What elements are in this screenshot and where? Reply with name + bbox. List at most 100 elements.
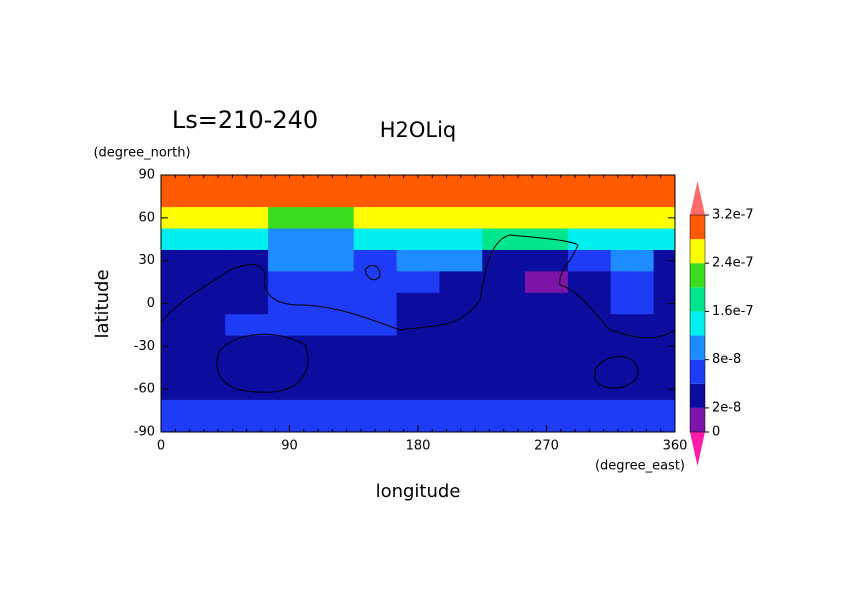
field-cell — [396, 249, 440, 272]
field-cell — [268, 314, 312, 337]
field-cell — [653, 314, 675, 337]
colorbar-under — [690, 432, 705, 466]
field-cell — [525, 378, 569, 401]
field-cell — [653, 207, 675, 230]
field-cell — [525, 249, 569, 272]
field-cell — [310, 175, 355, 187]
field-cell — [268, 378, 312, 401]
field-cell — [482, 207, 526, 230]
field-cell — [525, 207, 569, 230]
field-cell — [161, 228, 183, 251]
y-axis-label: latitude — [92, 269, 113, 338]
field-cell — [310, 335, 355, 358]
field-cell — [396, 207, 440, 230]
field-cell — [225, 335, 269, 358]
field-cell — [482, 271, 526, 294]
field-cell — [268, 292, 312, 315]
field-cell — [482, 399, 526, 422]
field-cell — [610, 357, 655, 379]
field-cell — [353, 378, 398, 401]
field-cell — [225, 249, 269, 272]
field-cell — [653, 175, 675, 187]
field-cell — [525, 335, 569, 358]
y-tick-label: -60 — [134, 382, 155, 397]
field-cell — [161, 175, 183, 187]
field-cell — [268, 357, 312, 379]
colorbar-tick-label: 1.6e-7 — [712, 304, 754, 319]
field-cell — [268, 185, 312, 208]
field-cell — [268, 207, 312, 230]
field-cell — [182, 314, 226, 337]
field-cell — [353, 357, 398, 379]
field-cell — [525, 185, 569, 208]
field-cell — [567, 421, 612, 432]
field-cell — [353, 271, 398, 294]
field-cell — [161, 249, 183, 272]
field-cell — [610, 271, 655, 294]
field-cell — [182, 271, 226, 294]
field-cell — [653, 421, 675, 432]
x-tick-label: 0 — [157, 439, 165, 454]
field-cell — [653, 228, 675, 251]
field-cell — [268, 271, 312, 294]
field-cell — [610, 228, 655, 251]
field-cell — [396, 357, 440, 379]
field-cell — [439, 314, 483, 337]
field-cell — [610, 335, 655, 358]
field-cell — [439, 249, 483, 272]
x-tick-label: 360 — [663, 439, 688, 454]
field — [161, 175, 675, 432]
field-cell — [567, 335, 612, 358]
field-cell — [525, 292, 569, 315]
field-cell — [525, 357, 569, 379]
colorbar-box — [690, 287, 705, 312]
field-cell — [310, 271, 355, 294]
field-cell — [567, 378, 612, 401]
y-tick-label: 90 — [138, 168, 155, 183]
field-cell — [225, 292, 269, 315]
field-cell — [610, 249, 655, 272]
field-cell — [610, 207, 655, 230]
field-cell — [610, 421, 655, 432]
field-cell — [353, 314, 398, 337]
field-cell — [439, 271, 483, 294]
field-cell — [353, 399, 398, 422]
y-tick-label: 60 — [138, 210, 155, 225]
field-cell — [439, 421, 483, 432]
x-tick-label: 90 — [281, 439, 298, 454]
x-axis-label: longitude — [376, 481, 461, 502]
colorbar-box — [690, 383, 705, 408]
colorbar-tick-label: 2.4e-7 — [712, 256, 754, 271]
field-cell — [567, 185, 612, 208]
field-cell — [225, 175, 269, 187]
field-cell — [482, 378, 526, 401]
colorbar-tick-label: 8e-8 — [712, 352, 741, 367]
field-cell — [161, 378, 183, 401]
colorbar-box — [690, 311, 705, 336]
field-cell — [182, 335, 226, 358]
field-cell — [525, 175, 569, 187]
field-cell — [567, 357, 612, 379]
field-cell — [439, 335, 483, 358]
field-cell — [525, 399, 569, 422]
field-cell — [268, 175, 312, 187]
field-cell — [161, 399, 183, 422]
field-cell — [182, 185, 226, 208]
field-cell — [268, 335, 312, 358]
field-cell — [225, 185, 269, 208]
field-cell — [310, 357, 355, 379]
field-cell — [353, 185, 398, 208]
field-cell — [439, 357, 483, 379]
field-cell — [310, 399, 355, 422]
field-cell — [182, 292, 226, 315]
field-cell — [161, 185, 183, 208]
field-cell — [268, 228, 312, 251]
field-cell — [482, 292, 526, 315]
field-cell — [225, 421, 269, 432]
field-cell — [310, 249, 355, 272]
field-cell — [310, 207, 355, 230]
y-tick-label: 0 — [147, 296, 155, 311]
field-cell — [482, 185, 526, 208]
field-cell — [225, 271, 269, 294]
field-cell — [353, 228, 398, 251]
